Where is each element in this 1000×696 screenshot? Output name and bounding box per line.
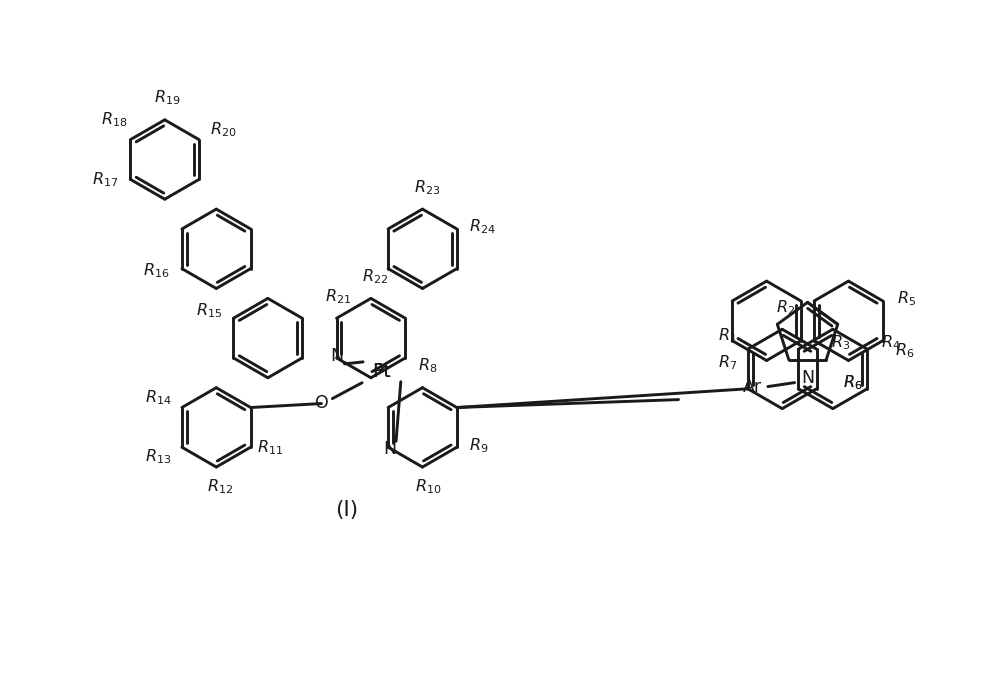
Text: $R_{17}$: $R_{17}$ xyxy=(92,170,119,189)
Text: $R_{3}$: $R_{3}$ xyxy=(831,334,850,352)
Text: $R_{2}$: $R_{2}$ xyxy=(776,298,795,317)
Text: $R_{6}$: $R_{6}$ xyxy=(843,373,862,392)
Text: Pt: Pt xyxy=(373,363,391,381)
Text: $R_{18}$: $R_{18}$ xyxy=(101,111,128,129)
Text: N: N xyxy=(384,440,397,458)
Text: N: N xyxy=(801,369,814,387)
Text: $R_{24}$: $R_{24}$ xyxy=(469,218,496,237)
Text: $R_{23}$: $R_{23}$ xyxy=(414,178,441,197)
Text: $R_{14}$: $R_{14}$ xyxy=(145,388,171,407)
Text: $R_{6}$: $R_{6}$ xyxy=(895,341,914,360)
Text: $R_{4}$: $R_{4}$ xyxy=(881,334,901,352)
Text: $R_{20}$: $R_{20}$ xyxy=(210,120,236,139)
Text: N: N xyxy=(330,347,343,365)
Text: $R_{8}$: $R_{8}$ xyxy=(418,356,437,375)
Text: $R_{1}$: $R_{1}$ xyxy=(718,326,738,345)
Text: $R_{21}$: $R_{21}$ xyxy=(325,287,352,306)
Text: (I): (I) xyxy=(335,500,358,520)
Text: Ar: Ar xyxy=(742,377,762,395)
Text: $R_{12}$: $R_{12}$ xyxy=(207,477,233,496)
Text: $R_{5}$: $R_{5}$ xyxy=(897,290,916,308)
Text: O: O xyxy=(315,393,328,411)
Text: $R_{7}$: $R_{7}$ xyxy=(718,353,737,372)
Text: $R_{10}$: $R_{10}$ xyxy=(415,477,442,496)
Text: $R_{11}$: $R_{11}$ xyxy=(257,438,284,457)
Text: $R_{19}$: $R_{19}$ xyxy=(154,88,181,107)
Text: $R_{6}$: $R_{6}$ xyxy=(843,373,862,392)
Text: $R_{22}$: $R_{22}$ xyxy=(362,267,388,286)
Text: $R_{16}$: $R_{16}$ xyxy=(143,261,169,280)
Text: $R_{15}$: $R_{15}$ xyxy=(196,301,222,319)
Text: $R_{13}$: $R_{13}$ xyxy=(145,448,171,466)
Text: Pt: Pt xyxy=(373,363,391,381)
Text: $R_{9}$: $R_{9}$ xyxy=(469,436,488,454)
